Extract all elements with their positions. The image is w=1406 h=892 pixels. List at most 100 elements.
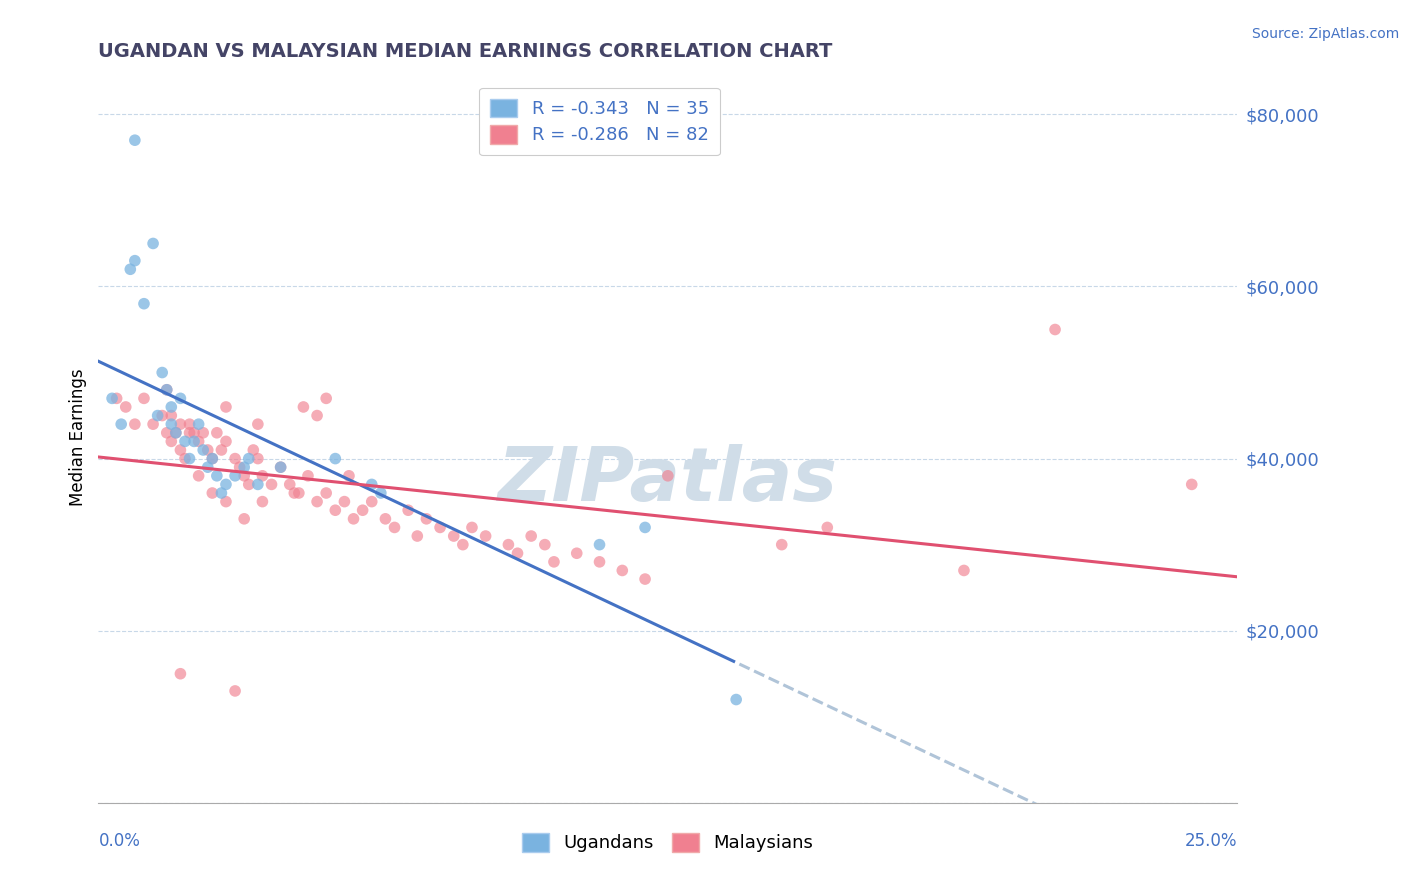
- Point: [657, 468, 679, 483]
- Point: [288, 486, 311, 500]
- Point: [406, 529, 429, 543]
- Point: [165, 425, 187, 440]
- Point: [142, 236, 165, 251]
- Point: [146, 409, 169, 423]
- Point: [183, 425, 205, 440]
- Point: [193, 425, 215, 440]
- Point: [1181, 477, 1204, 491]
- Legend: Ugandans, Malaysians: Ugandans, Malaysians: [515, 826, 821, 860]
- Point: [370, 486, 392, 500]
- Point: [179, 451, 201, 466]
- Point: [169, 417, 191, 432]
- Point: [323, 503, 346, 517]
- Point: [374, 512, 396, 526]
- Point: [315, 392, 337, 406]
- Point: [260, 477, 283, 491]
- Point: [953, 564, 976, 578]
- Point: [634, 572, 657, 586]
- Point: [238, 451, 260, 466]
- Point: [543, 555, 565, 569]
- Point: [201, 451, 224, 466]
- Point: [165, 425, 187, 440]
- Point: [132, 296, 155, 310]
- Point: [174, 434, 197, 449]
- Point: [169, 666, 191, 681]
- Point: [224, 684, 246, 698]
- Point: [297, 468, 319, 483]
- Text: ZIPatlas: ZIPatlas: [498, 444, 838, 517]
- Point: [197, 460, 219, 475]
- Point: [209, 442, 232, 457]
- Point: [252, 494, 274, 508]
- Point: [307, 494, 329, 508]
- Point: [451, 538, 474, 552]
- Point: [270, 460, 292, 475]
- Point: [443, 529, 465, 543]
- Point: [160, 400, 183, 414]
- Point: [498, 538, 520, 552]
- Point: [228, 460, 250, 475]
- Point: [506, 546, 529, 560]
- Point: [110, 417, 132, 432]
- Point: [179, 425, 201, 440]
- Point: [160, 417, 183, 432]
- Point: [160, 434, 183, 449]
- Point: [215, 477, 238, 491]
- Point: [205, 425, 228, 440]
- Point: [307, 409, 329, 423]
- Point: [565, 546, 588, 560]
- Point: [101, 392, 124, 406]
- Point: [233, 512, 256, 526]
- Point: [270, 460, 292, 475]
- Point: [187, 468, 209, 483]
- Point: [323, 451, 346, 466]
- Point: [105, 392, 128, 406]
- Point: [197, 442, 219, 457]
- Point: [183, 434, 205, 449]
- Point: [396, 503, 419, 517]
- Point: [124, 133, 146, 147]
- Point: [360, 477, 382, 491]
- Point: [474, 529, 496, 543]
- Point: [352, 503, 374, 517]
- Point: [246, 477, 269, 491]
- Point: [187, 417, 209, 432]
- Point: [342, 512, 364, 526]
- Point: [224, 468, 246, 483]
- Point: [114, 400, 136, 414]
- Point: [246, 451, 269, 466]
- Point: [120, 262, 142, 277]
- Point: [160, 409, 183, 423]
- Point: [242, 442, 264, 457]
- Text: Source: ZipAtlas.com: Source: ZipAtlas.com: [1251, 27, 1399, 41]
- Point: [193, 442, 215, 457]
- Point: [384, 520, 406, 534]
- Point: [815, 520, 838, 534]
- Point: [238, 477, 260, 491]
- Point: [415, 512, 437, 526]
- Point: [215, 494, 238, 508]
- Point: [292, 400, 315, 414]
- Point: [246, 417, 269, 432]
- Point: [201, 486, 224, 500]
- Point: [174, 451, 197, 466]
- Point: [588, 538, 610, 552]
- Point: [233, 468, 256, 483]
- Point: [156, 425, 179, 440]
- Point: [156, 383, 179, 397]
- Point: [169, 392, 191, 406]
- Point: [520, 529, 543, 543]
- Point: [124, 417, 146, 432]
- Point: [205, 468, 228, 483]
- Point: [201, 451, 224, 466]
- Point: [224, 451, 246, 466]
- Point: [150, 409, 173, 423]
- Point: [634, 520, 657, 534]
- Point: [209, 486, 232, 500]
- Point: [337, 468, 360, 483]
- Point: [215, 434, 238, 449]
- Point: [187, 434, 209, 449]
- Point: [588, 555, 610, 569]
- Point: [150, 366, 173, 380]
- Text: UGANDAN VS MALAYSIAN MEDIAN EARNINGS CORRELATION CHART: UGANDAN VS MALAYSIAN MEDIAN EARNINGS COR…: [98, 43, 832, 62]
